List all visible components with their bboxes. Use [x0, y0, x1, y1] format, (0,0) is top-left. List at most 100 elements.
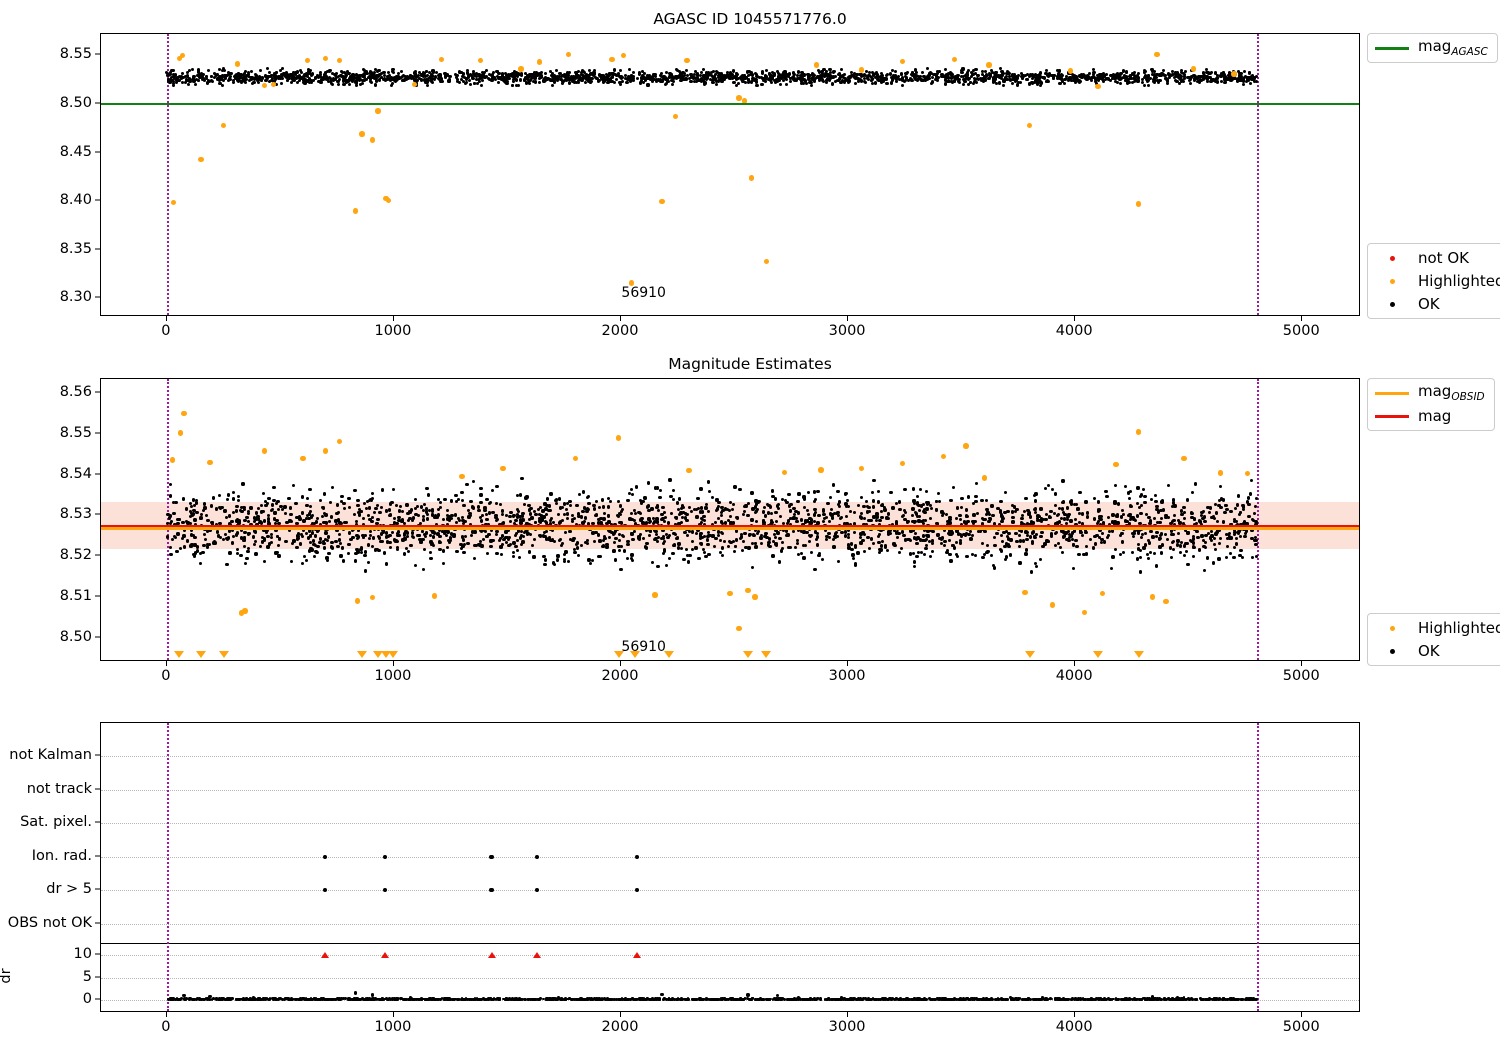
data-point-ok — [413, 506, 418, 510]
data-point-ok — [808, 76, 812, 80]
data-point-ok — [794, 79, 798, 83]
data-point-ok — [231, 490, 236, 495]
data-point-ok — [993, 543, 997, 548]
data-point-ok — [1131, 534, 1136, 538]
data-point-ok — [921, 78, 925, 82]
data-point-ok — [667, 557, 671, 561]
data-point-ok — [929, 506, 933, 511]
data-point-highlighted — [1095, 83, 1101, 90]
data-point-ok — [560, 541, 564, 546]
data-point-ok — [602, 534, 606, 539]
data-point-ok — [575, 546, 580, 550]
data-point-ok — [917, 503, 921, 507]
data-point-ok — [1100, 531, 1104, 535]
data-point-ok — [422, 502, 427, 506]
data-point-ok — [326, 69, 330, 73]
data-point-ok — [809, 550, 814, 554]
data-point-ok — [715, 507, 719, 512]
data-point-ok — [305, 74, 309, 78]
data-point-ok — [169, 546, 173, 550]
data-point-ok — [1208, 506, 1213, 510]
data-point-ok — [196, 68, 200, 72]
data-point-ok — [268, 70, 272, 74]
data-point-ok — [875, 512, 879, 516]
data-point-ok — [573, 76, 577, 80]
data-point-ok — [813, 510, 817, 514]
data-point-ok — [715, 69, 719, 73]
data-point-ok — [327, 551, 331, 555]
data-point-ok — [1142, 83, 1146, 87]
data-point-ok — [637, 510, 641, 514]
data-point-ok — [398, 504, 403, 508]
data-point-ok — [911, 507, 915, 511]
data-point-ok — [193, 535, 197, 539]
data-point-ok — [556, 554, 560, 558]
data-point-ok — [351, 73, 355, 77]
data-point-highlighted — [684, 57, 690, 63]
data-point-ok — [677, 542, 681, 546]
data-point-ok — [187, 82, 191, 86]
data-point-ok — [533, 71, 537, 75]
data-point-ok — [1145, 553, 1150, 557]
data-point-ok — [991, 513, 995, 517]
data-point-ok — [241, 482, 245, 486]
data-point-ok — [619, 75, 623, 79]
data-point-ok — [813, 530, 818, 534]
data-point-ok — [945, 74, 949, 79]
data-point-ok — [1011, 520, 1015, 524]
data-point-ok — [1146, 79, 1150, 83]
data-point-ok — [318, 74, 322, 78]
data-point-ok — [976, 77, 980, 81]
data-point-ok — [1024, 552, 1028, 556]
data-point-ok — [1061, 479, 1065, 483]
data-point-ok — [1061, 79, 1065, 83]
data-point-ok — [612, 540, 617, 544]
data-point-ok — [491, 76, 495, 80]
data-point-ok — [479, 500, 483, 505]
data-point-ok — [1188, 538, 1193, 542]
data-point-ok — [362, 78, 366, 83]
data-point-ok — [1214, 511, 1218, 515]
data-point-ok — [421, 568, 426, 572]
data-point-ok — [639, 80, 643, 84]
data-point-ok — [1180, 70, 1184, 75]
data-point-ok — [994, 77, 998, 82]
data-point-ok — [1044, 69, 1048, 73]
data-point-ok — [382, 73, 386, 77]
data-point-ok — [769, 75, 773, 79]
data-point-ok — [1104, 489, 1108, 494]
data-point-ok — [1186, 562, 1190, 566]
data-point-ok — [575, 503, 579, 507]
data-point-ok — [824, 78, 828, 82]
data-point-ok — [1070, 531, 1075, 535]
data-point-ok — [571, 74, 576, 78]
data-point-ok — [846, 543, 851, 547]
data-point-ok — [1028, 75, 1032, 79]
data-point-ok — [1003, 490, 1007, 494]
data-point-ok — [1078, 490, 1082, 494]
data-point-ok — [1123, 484, 1127, 489]
data-point-ok — [1028, 82, 1032, 86]
data-point-ok — [646, 76, 650, 80]
data-point-ok — [1220, 80, 1224, 84]
data-point-ok — [782, 75, 786, 79]
data-point-ok — [232, 80, 236, 85]
data-point-ok — [445, 517, 450, 521]
data-point-ok — [1228, 551, 1232, 556]
data-point-ok — [366, 513, 371, 517]
data-point-ok — [511, 555, 516, 559]
data-point-ok — [480, 83, 484, 87]
data-point-highlighted — [234, 61, 240, 67]
data-point-ok — [872, 479, 876, 483]
data-point-highlighted — [1190, 66, 1196, 72]
data-point-ok — [462, 551, 466, 555]
data-point-ok — [608, 80, 612, 84]
data-point-ok — [1242, 520, 1247, 524]
data-point-ok — [773, 79, 777, 83]
data-point-ok — [714, 83, 718, 87]
data-point-ok — [679, 547, 683, 551]
data-point-ok — [612, 549, 616, 554]
data-point-ok — [1019, 80, 1023, 84]
data-point-ok — [295, 81, 299, 85]
data-point-ok — [502, 75, 507, 79]
